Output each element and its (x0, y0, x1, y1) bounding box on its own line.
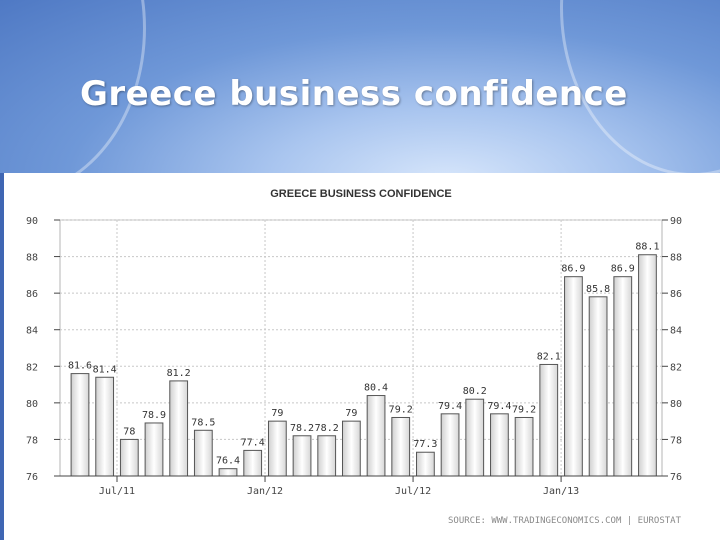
bar (613, 276, 633, 477)
bar-value-label: 86.9 (561, 264, 585, 275)
bar-value-label: 78.2 (315, 423, 339, 434)
bar-value-label: 81.4 (93, 364, 117, 375)
y-tick-label-left: 80 (26, 399, 38, 410)
bar-value-label: 82.1 (537, 351, 561, 362)
bar (341, 420, 361, 477)
y-tick-label-left: 76 (26, 472, 38, 483)
bar (564, 276, 583, 477)
business-confidence-chart: GREECE BUSINESS CONFIDENCE 81.6 81.4 78 78.… (26, 188, 682, 497)
chart-title: GREECE BUSINESS CONFIDENCE (270, 188, 452, 200)
bar (267, 420, 287, 477)
y-tick-label-right: 88 (670, 253, 682, 264)
bar (70, 373, 90, 477)
x-tick-label: Jul/11 (99, 486, 135, 497)
bar-value-label: 77.4 (241, 437, 265, 448)
bar (317, 435, 337, 477)
bar-value-label: 78.9 (142, 410, 166, 421)
bar (440, 413, 460, 477)
bar (169, 380, 189, 477)
bar-value-label: 78 (123, 426, 135, 437)
bar (193, 429, 213, 477)
y-tick-label-right: 80 (670, 399, 682, 410)
bar-value-label: 85.8 (586, 284, 610, 295)
bar-value-label: 81.6 (68, 361, 92, 372)
bar (391, 416, 411, 477)
bar-value-label: 78.2 (290, 423, 314, 434)
bar-value-label: 79.2 (389, 404, 413, 415)
bar-value-label: 79.4 (438, 401, 462, 412)
bar (144, 422, 164, 477)
x-tick-label: Jan/13 (543, 486, 579, 497)
bar-value-label: 88.1 (635, 242, 659, 253)
x-tick-label: Jul/12 (395, 486, 431, 497)
bar (292, 435, 312, 477)
y-tick-label-left: 78 (26, 435, 38, 446)
bar (490, 413, 509, 477)
y-tick-label-right: 84 (670, 326, 682, 337)
y-tick-label-left: 82 (26, 362, 38, 373)
bar-value-label: 80.2 (463, 386, 487, 397)
y-tick-label-right: 82 (670, 362, 682, 373)
title-banner: Greece business confidence (0, 0, 720, 173)
bar (243, 449, 263, 477)
y-tick-label-left: 88 (26, 253, 38, 264)
bar (95, 376, 115, 477)
bar (638, 254, 657, 477)
x-tick-label: Jan/12 (247, 486, 283, 497)
bar (119, 438, 139, 477)
bar-value-label: 81.2 (167, 368, 191, 379)
bar-value-label: 80.4 (364, 383, 388, 394)
bar-value-label: 86.9 (611, 264, 635, 275)
y-tick-label-left: 84 (26, 326, 38, 337)
bar-value-label: 79.4 (487, 401, 511, 412)
y-tick-label-right: 86 (670, 289, 682, 300)
source-note: SOURCE: WWW.TRADINGECONOMICS.COM | EUROS… (448, 516, 681, 526)
bar (218, 468, 238, 477)
bar (366, 395, 386, 477)
bar-value-label: 76.4 (216, 456, 240, 467)
bar-value-label: 79.2 (512, 404, 536, 415)
bar (514, 416, 534, 477)
y-tick-label-right: 90 (670, 216, 682, 227)
bar-value-label: 79 (345, 408, 357, 419)
bar (588, 296, 608, 477)
y-tick-label-right: 76 (670, 472, 682, 483)
bar (539, 363, 559, 477)
bar-value-label: 79 (271, 408, 283, 419)
bar (416, 451, 435, 477)
y-tick-label-right: 78 (670, 435, 682, 446)
y-tick-label-left: 90 (26, 216, 38, 227)
bar-value-label: 77.3 (413, 439, 437, 450)
y-tick-label-left: 86 (26, 289, 38, 300)
bar (465, 398, 485, 477)
bar-value-label: 78.5 (191, 417, 215, 428)
slide-title: Greece business confidence (80, 74, 628, 114)
